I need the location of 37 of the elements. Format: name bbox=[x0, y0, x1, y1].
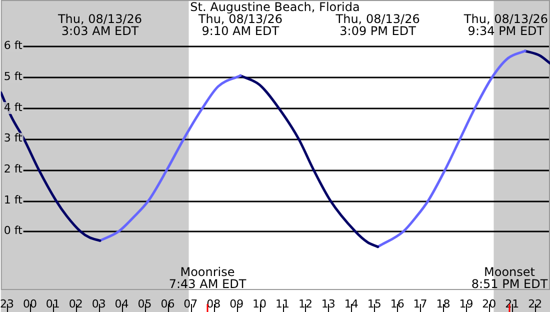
chart-title: St. Augustine Beach, Florida bbox=[190, 0, 360, 14]
annotation: Thu, 08/13/26 3:03 AM EDT bbox=[56, 12, 142, 38]
ref-line-label: Moonrise 7:43 AM EDT bbox=[168, 265, 247, 291]
x-tick-label: 19 bbox=[459, 297, 474, 310]
x-tick-label: 15 bbox=[367, 297, 382, 310]
annotation: Thu, 08/13/26 9:10 AM EDT bbox=[197, 12, 282, 38]
x-tick-label: 22 bbox=[528, 297, 542, 310]
y-tick-label: 4 ft bbox=[4, 100, 24, 114]
x-tick-label: 13 bbox=[321, 297, 336, 310]
x-tick-label: 16 bbox=[390, 297, 404, 310]
y-tick-label: 3 ft bbox=[4, 132, 24, 145]
x-tick-label: 12 bbox=[298, 297, 312, 310]
x-tick-label: 01 bbox=[46, 297, 60, 310]
ref-line-label: Moonset 8:51 PM EDT bbox=[471, 265, 548, 291]
x-tick-label: 05 bbox=[138, 297, 152, 310]
y-tick-label: 5 ft bbox=[4, 70, 24, 83]
x-tick-label: 18 bbox=[436, 297, 450, 310]
x-tick-label: 20 bbox=[482, 297, 496, 310]
x-tick-label: 17 bbox=[413, 297, 428, 310]
x-tick-label: 23 bbox=[0, 297, 14, 310]
y-tick-label: 1 ft bbox=[4, 193, 24, 206]
x-tick-label: 11 bbox=[276, 297, 290, 310]
x-tick-label: 14 bbox=[344, 297, 358, 310]
x-tick-label: 03 bbox=[92, 297, 106, 310]
annotation: Thu, 08/13/26 9:34 PM EDT bbox=[462, 12, 548, 38]
y-tick-label: 6 ft bbox=[4, 39, 24, 52]
x-tick-label: 02 bbox=[68, 297, 83, 310]
x-tick-label: 06 bbox=[160, 297, 175, 310]
x-tick-label: 21 bbox=[505, 297, 520, 310]
annotation: Thu, 08/13/26 3:09 PM EDT bbox=[334, 12, 420, 38]
x-tick-label: 07 bbox=[184, 297, 198, 310]
x-tick-label: 09 bbox=[230, 297, 244, 310]
y-tick-label: 2 ft bbox=[4, 162, 24, 176]
x-tick-label: 10 bbox=[252, 297, 267, 310]
x-tick-label: 00 bbox=[22, 297, 37, 310]
y-tick-label: 0 ft bbox=[4, 224, 24, 238]
x-tick-label: 04 bbox=[114, 297, 129, 310]
